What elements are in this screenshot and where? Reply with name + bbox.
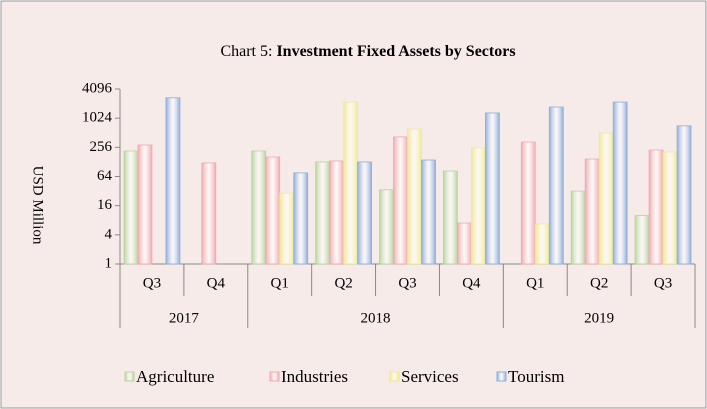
y-tick-label: 1 (105, 255, 113, 271)
bar (584, 158, 600, 265)
bar (265, 156, 281, 265)
chart-title: Chart 5: Investment Fixed Assets by Secto… (220, 43, 515, 60)
x-tick-label: Q1 (526, 275, 544, 291)
x-tick-label: Q3 (398, 275, 416, 291)
bar (676, 125, 692, 265)
bar (520, 141, 536, 265)
y-axis-label: USD Million (30, 166, 46, 245)
bar (343, 101, 359, 265)
bar (456, 222, 472, 265)
bar (329, 160, 345, 265)
legend-swatch (124, 371, 135, 382)
title-main: Investment Fixed Assets by Sectors (276, 43, 515, 60)
legend-swatch (389, 371, 400, 382)
bar (251, 150, 267, 265)
x-tick-label: Q3 (654, 275, 672, 291)
x-tick-label: Q3 (143, 275, 161, 291)
bar (123, 150, 139, 265)
bar (442, 170, 458, 265)
legend-label: Services (401, 367, 459, 386)
bar (612, 101, 628, 265)
bar (293, 172, 309, 265)
bar (548, 106, 564, 265)
x-group-label: 2019 (584, 310, 614, 326)
legend-swatch (496, 371, 507, 382)
bar (201, 162, 217, 265)
y-tick-label: 64 (97, 168, 113, 184)
legend-swatch (269, 371, 280, 382)
legend-label: Agriculture (136, 367, 214, 386)
x-tick-label: Q2 (590, 275, 608, 291)
bar (393, 136, 408, 265)
bar (357, 161, 373, 265)
bar (570, 190, 586, 265)
x-tick-label: Q4 (207, 275, 226, 291)
x-tick-label: Q4 (462, 275, 481, 291)
y-tick-label: 4096 (82, 80, 113, 96)
bar (470, 147, 486, 265)
legend-label: Industries (281, 367, 348, 386)
bar (648, 149, 664, 265)
bar (421, 159, 436, 265)
y-tick-label: 16 (97, 197, 113, 213)
bar (598, 132, 614, 265)
x-group-label: 2018 (361, 310, 391, 326)
x-group-label: 2017 (169, 310, 200, 326)
title-label: Chart 5: (220, 43, 272, 60)
legend-label: Tourism (508, 367, 564, 386)
bar (662, 151, 678, 265)
x-tick-label: Q1 (271, 275, 289, 291)
bar (484, 112, 500, 265)
y-tick-label: 4 (105, 226, 113, 242)
bar (165, 97, 181, 265)
y-tick-label: 256 (90, 139, 113, 155)
bar (379, 189, 394, 265)
bar (634, 215, 650, 265)
bar (137, 144, 153, 265)
bar (315, 161, 331, 265)
bar (534, 223, 550, 265)
bar (407, 128, 422, 265)
x-tick-label: Q2 (334, 275, 352, 291)
y-tick-label: 1024 (82, 110, 113, 126)
bar (279, 192, 295, 265)
